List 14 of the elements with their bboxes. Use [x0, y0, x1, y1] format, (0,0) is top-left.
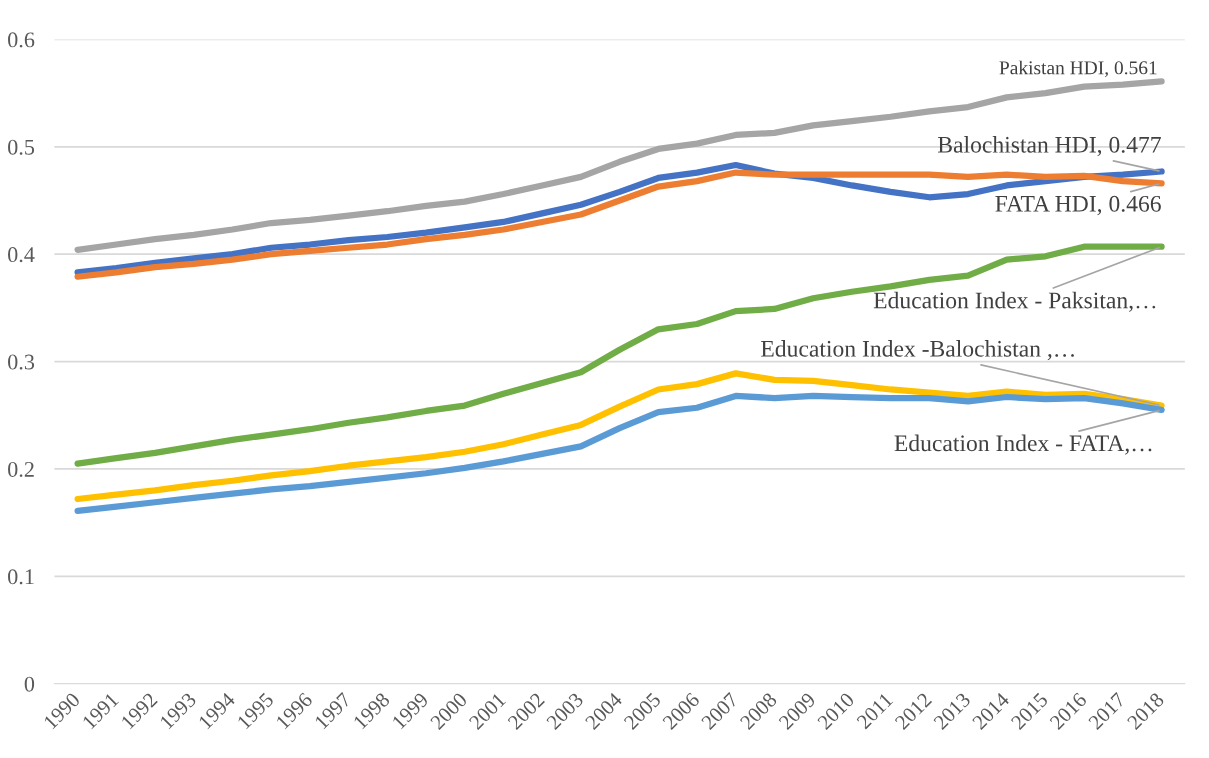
annotation: Education Index - FATA,…	[894, 434, 1152, 455]
y-tick-label: 0.4	[8, 247, 35, 263]
y-tick-label: 0.6	[8, 32, 35, 48]
x-tick-label: 1991	[81, 692, 120, 730]
annotation: Education Index - Paksitan,…	[873, 291, 1156, 312]
y-tick-label: 0.3	[8, 354, 35, 370]
y-tick-label: 0.5	[8, 139, 35, 155]
annotation: Pakistan HDI, 0.561	[999, 60, 1157, 78]
y-tick-label: 0.1	[8, 569, 34, 585]
y-tick-label: 0	[24, 676, 35, 692]
annotation: Balochistan HDI, 0.477	[938, 136, 1161, 157]
annotation: FATA HDI, 0.466	[995, 195, 1161, 216]
annotation: Education Index -Balochistan ,…	[761, 340, 1074, 361]
y-tick-label: 0.2	[8, 461, 34, 477]
